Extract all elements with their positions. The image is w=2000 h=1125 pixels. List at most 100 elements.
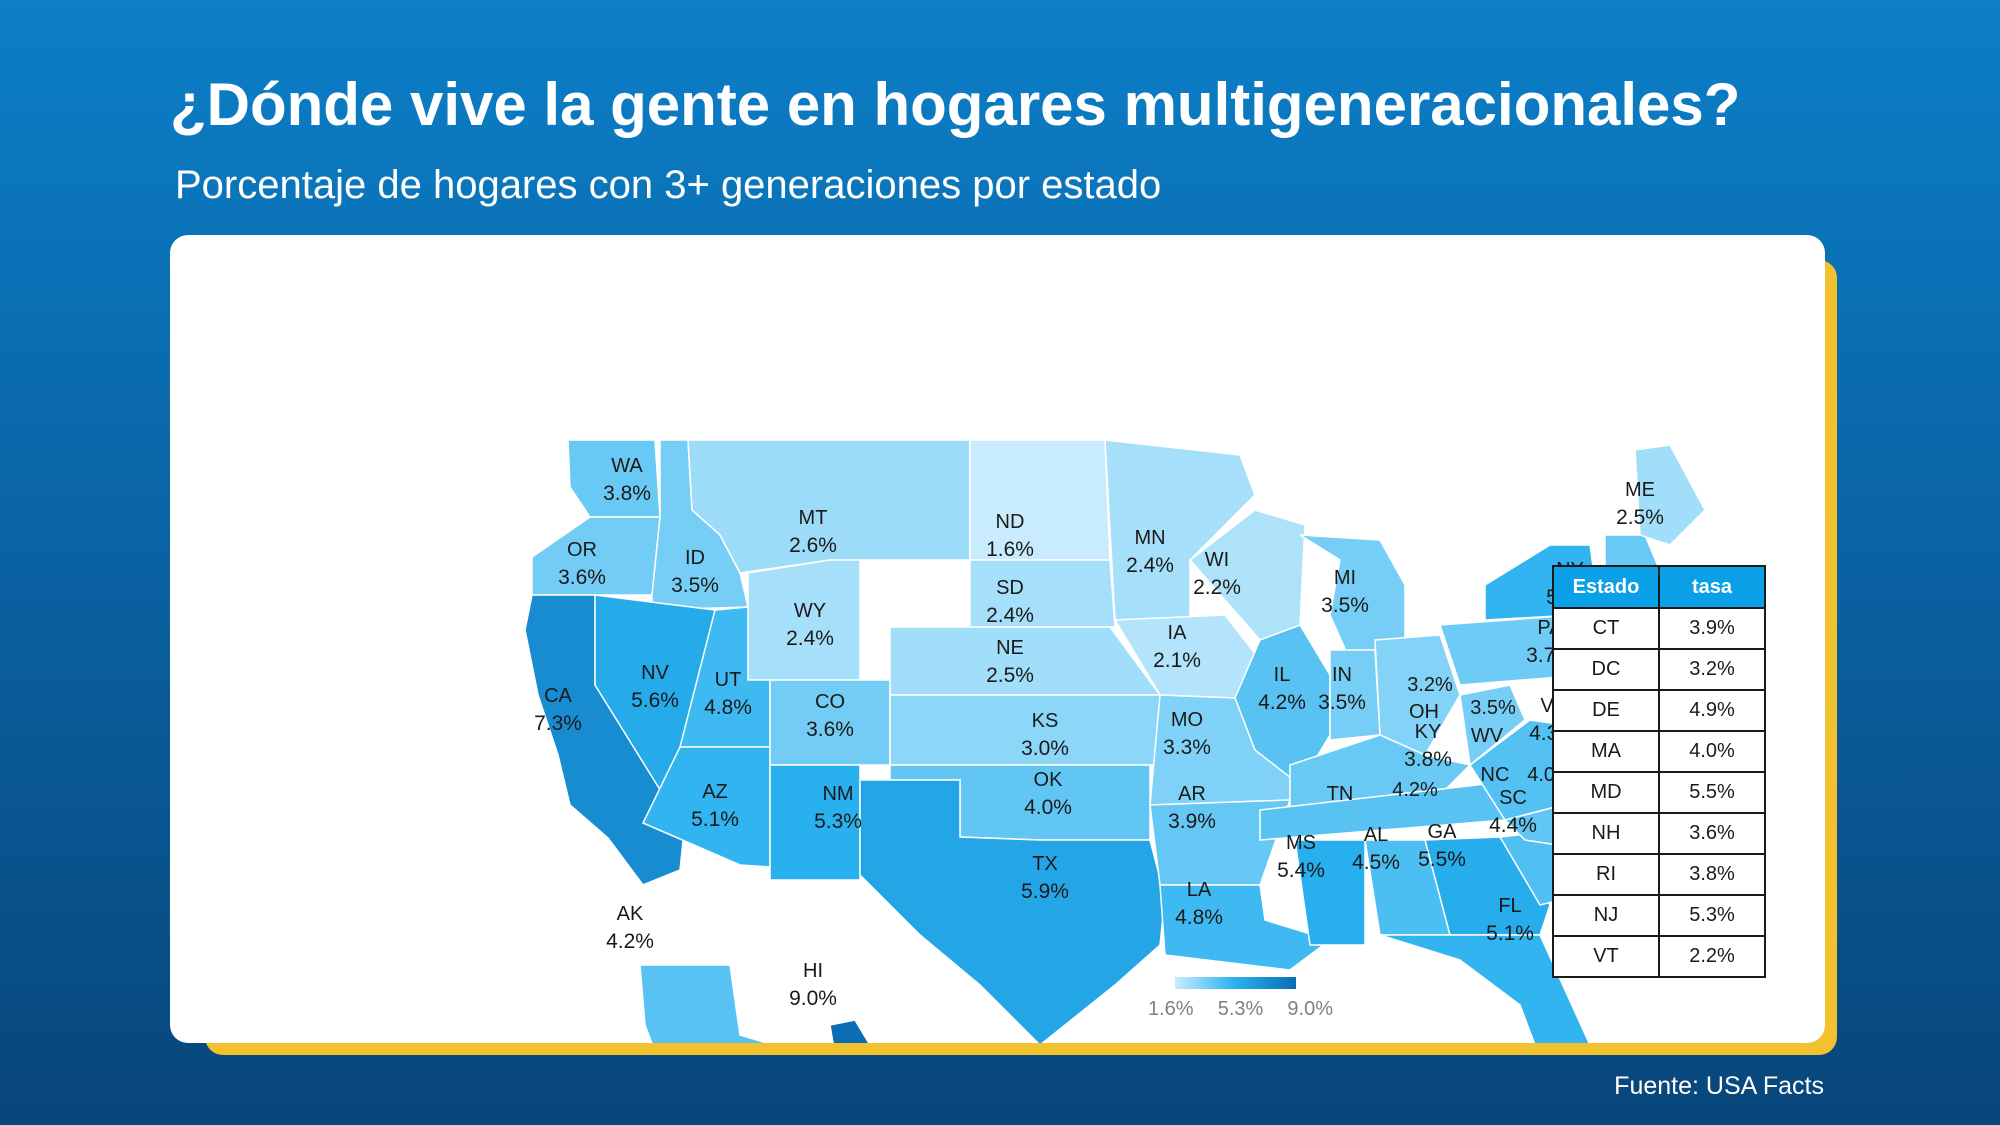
state-label-ak: AK 4.2% xyxy=(575,901,685,955)
state-rate: 3.8% xyxy=(1404,748,1452,771)
state-label-sd: SD 2.4% xyxy=(955,575,1065,629)
state-rate: 2.6% xyxy=(789,534,837,557)
state-shape-oh xyxy=(1374,634,1461,756)
state-label-wi: WI 2.2% xyxy=(1162,547,1272,601)
state-code: IN xyxy=(1332,664,1352,686)
table-row: VT 2.2% xyxy=(1552,935,1766,978)
state-label-ar: AR 3.9% xyxy=(1137,781,1247,835)
state-rate: 4.8% xyxy=(1175,906,1223,929)
state-shape-me xyxy=(1634,444,1706,546)
state-shape-hi xyxy=(829,1019,870,1043)
state-code: NE xyxy=(996,637,1024,659)
state-rate: 3.3% xyxy=(1163,736,1211,759)
map-card: WA 3.8% OR 3.6% CA 7.3% ID 3.5% NV 5.6% MT 2.6% WY 2.… xyxy=(170,235,1825,1043)
state-rate: 4.8% xyxy=(704,696,752,719)
state-label-la: LA 4.8% xyxy=(1144,877,1254,931)
state-code: MI xyxy=(1333,567,1357,589)
state-label-or: OR 3.6% xyxy=(527,537,637,591)
table-row: NH 3.6% xyxy=(1552,812,1766,855)
table-cell-rate: 5.5% xyxy=(1658,771,1766,814)
table-cell-state: DC xyxy=(1552,648,1660,691)
state-label-ok: OK 4.0% xyxy=(993,767,1103,821)
table-cell-state: VT xyxy=(1552,935,1660,978)
table-header-row: Estado tasa xyxy=(1552,565,1766,609)
state-code: MO xyxy=(1170,709,1204,731)
table-header-state: Estado xyxy=(1552,565,1660,609)
state-code: AZ xyxy=(702,781,728,803)
state-code: MN xyxy=(1134,527,1166,549)
legend-labels: 1.6% 5.3% 9.0% xyxy=(1148,998,1333,1021)
table-row: MA 4.0% xyxy=(1552,730,1766,773)
state-label-il: IL 4.2% xyxy=(1227,662,1337,716)
state-code: GA xyxy=(1427,821,1457,843)
state-label-mt: MT 2.6% xyxy=(758,505,868,559)
state-rate: 4.4% xyxy=(1489,814,1537,837)
state-rate: 5.6% xyxy=(631,689,679,712)
state-code: AR xyxy=(1178,783,1206,805)
state-label-fl: FL 5.1% xyxy=(1455,893,1565,947)
state-shape-ga xyxy=(1424,836,1551,936)
state-rate: 2.4% xyxy=(986,604,1034,627)
state-code: TX xyxy=(1032,853,1058,875)
state-code: WA xyxy=(611,455,643,477)
state-shape-wv xyxy=(1459,684,1526,767)
table-cell-state: RI xyxy=(1552,853,1660,896)
state-label-ut: UT 4.8% xyxy=(673,667,783,721)
state-code: NM xyxy=(822,783,854,805)
state-rate: 4.2% xyxy=(606,930,654,953)
state-code-tn: TN xyxy=(1326,783,1354,805)
state-rate: 2.2% xyxy=(1193,576,1241,599)
table-cell-state: MA xyxy=(1552,730,1660,773)
table-row: DC 3.2% xyxy=(1552,648,1766,691)
state-rate-tn: 4.2% xyxy=(1392,779,1438,801)
state-label-id: ID 3.5% xyxy=(640,545,750,599)
state-label-al: AL 4.5% xyxy=(1321,822,1431,876)
state-code: FL xyxy=(1498,895,1522,917)
state-code: IL xyxy=(1273,664,1291,686)
state-code: SC xyxy=(1499,787,1527,809)
state-label-ia: IA 2.1% xyxy=(1122,620,1232,674)
state-code: WI xyxy=(1204,549,1230,571)
state-label-nd: ND 1.6% xyxy=(955,509,1065,563)
table-cell-rate: 4.0% xyxy=(1658,730,1766,773)
state-rate: 1.6% xyxy=(986,538,1034,561)
state-rate: 3.6% xyxy=(806,718,854,741)
table-row: RI 3.8% xyxy=(1552,853,1766,896)
table-row: DE 4.9% xyxy=(1552,689,1766,732)
source-credit: Fuente: USA Facts xyxy=(1614,1072,1824,1100)
page-subtitle: Porcentaje de hogares con 3+ generacione… xyxy=(175,163,1162,207)
table-cell-rate: 3.9% xyxy=(1658,607,1766,650)
state-rate: 2.5% xyxy=(986,664,1034,687)
state-code: AL xyxy=(1363,824,1389,846)
state-rate: 5.3% xyxy=(814,810,862,833)
state-rate: 7.3% xyxy=(534,712,582,735)
state-shape-az xyxy=(641,746,771,868)
us-map xyxy=(524,439,1706,1043)
table-cell-rate: 3.8% xyxy=(1658,853,1766,896)
state-shape-tx xyxy=(859,779,1166,1043)
state-code: KS xyxy=(1031,710,1059,732)
state-label-mn: MN 2.4% xyxy=(1095,525,1205,579)
state-label-in: IN 3.5% xyxy=(1287,662,1397,716)
state-label-co: CO 3.6% xyxy=(775,689,885,743)
state-rate: 2.5% xyxy=(1616,506,1664,529)
state-code: KY xyxy=(1414,721,1442,743)
state-code: CA xyxy=(544,685,572,707)
state-label-sc: SC 4.4% xyxy=(1458,785,1568,839)
state-label-mi: MI 3.5% xyxy=(1290,565,1400,619)
state-code: LA xyxy=(1186,879,1212,901)
state-label-mo: MO 3.3% xyxy=(1132,707,1242,761)
legend-mid-label: 5.3% xyxy=(1217,998,1264,1020)
state-rate: 5.1% xyxy=(1486,922,1534,945)
table-cell-state: CT xyxy=(1552,607,1660,650)
table-cell-state: DE xyxy=(1552,689,1660,732)
state-rate: 3.8% xyxy=(603,482,651,505)
table-cell-rate: 4.9% xyxy=(1658,689,1766,732)
state-code: MT xyxy=(798,507,828,529)
state-code: UT xyxy=(714,669,742,691)
state-rate: 3.9% xyxy=(1168,810,1216,833)
state-label-ne: NE 2.5% xyxy=(955,635,1065,689)
state-rate: 2.4% xyxy=(786,627,834,650)
state-rate: 4.2% xyxy=(1258,691,1306,714)
state-shape-ak xyxy=(639,964,770,1043)
